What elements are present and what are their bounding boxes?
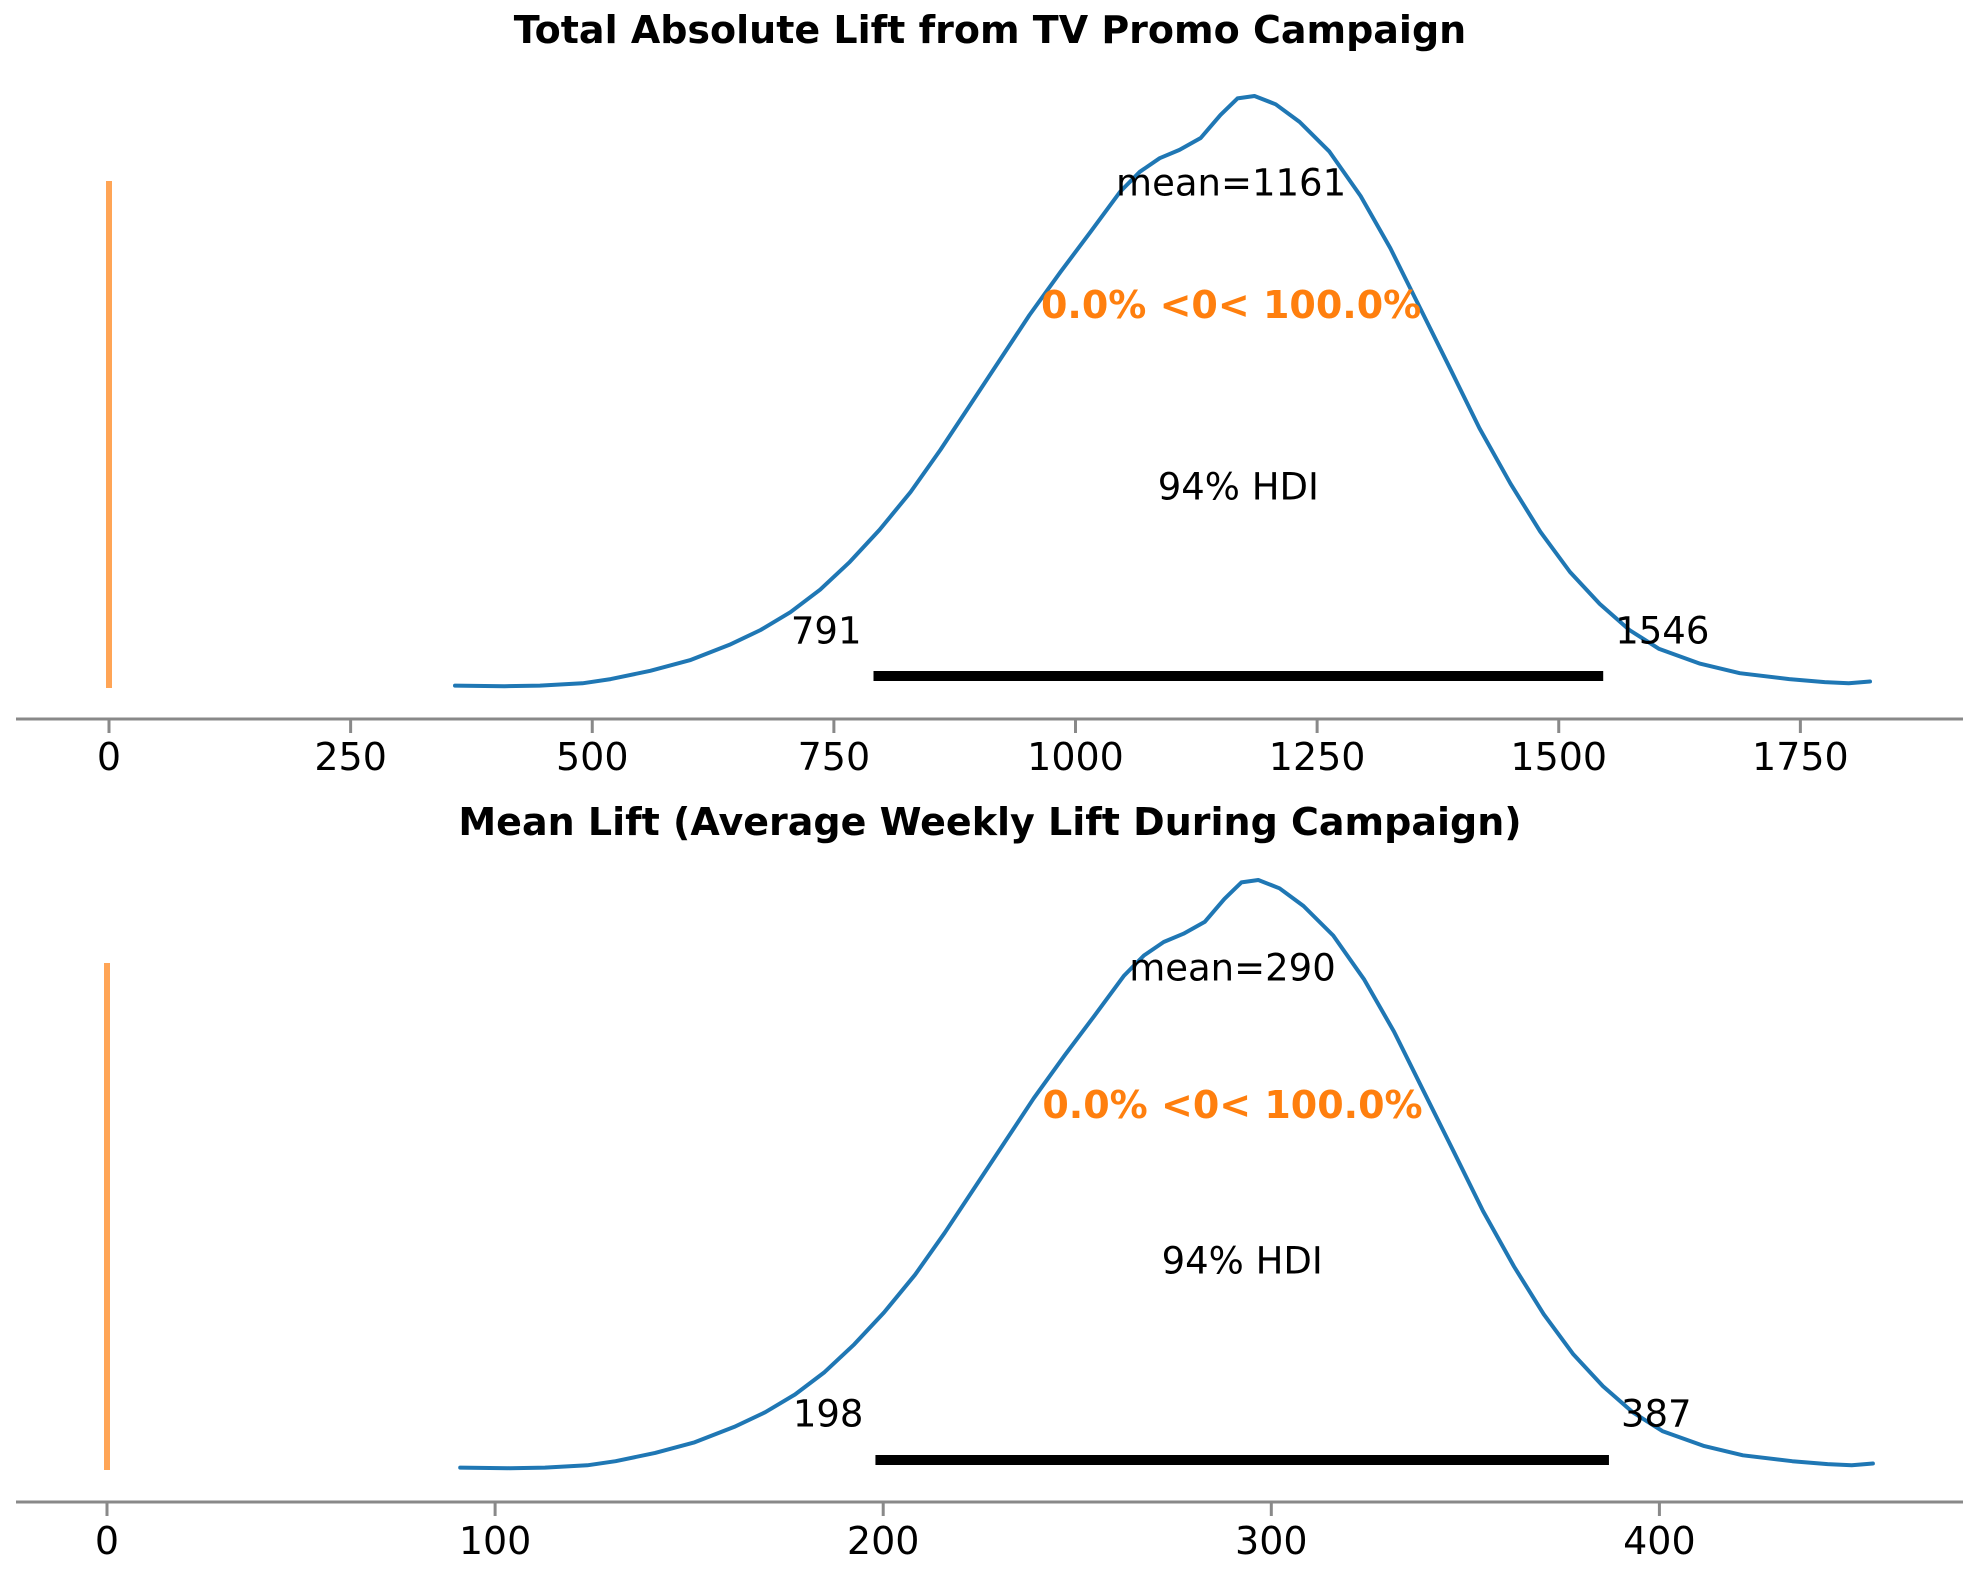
x-tick-label: 1500 xyxy=(1510,735,1608,779)
hdi-lower-value: 791 xyxy=(790,609,862,653)
x-tick-label: 1250 xyxy=(1268,735,1366,779)
x-tick-label: 200 xyxy=(846,1519,920,1563)
x-tick-label: 400 xyxy=(1623,1519,1696,1563)
mean-label: mean=1161 xyxy=(1116,161,1347,205)
hdi-bar xyxy=(873,671,1604,681)
hdi-bar xyxy=(875,1455,1609,1465)
mean-label: mean=290 xyxy=(1129,946,1336,990)
chart-title: Mean Lift (Average Weekly Lift During Ca… xyxy=(458,800,1522,844)
ref-value-label: 0.0% <0< 100.0% xyxy=(1042,1083,1423,1127)
hdi-lower-value: 198 xyxy=(792,1392,864,1436)
x-tick-label: 750 xyxy=(797,735,871,779)
kde-curve xyxy=(458,878,1875,1471)
hdi-upper-value: 387 xyxy=(1620,1392,1692,1436)
hdi-label: 94% HDI xyxy=(1161,1239,1323,1283)
panel-total-absolute-lift xyxy=(16,94,1963,733)
x-ticks xyxy=(107,719,1802,733)
chart-title: Total Absolute Lift from TV Promo Campai… xyxy=(513,8,1467,52)
x-tick-label: 250 xyxy=(314,735,387,779)
x-tick-label: 1750 xyxy=(1752,735,1849,779)
x-tick-label: 500 xyxy=(555,735,629,779)
x-ticks xyxy=(105,1502,1661,1516)
x-tick-label: 300 xyxy=(1235,1519,1308,1563)
hdi-label: 94% HDI xyxy=(1157,465,1319,509)
kde-curve xyxy=(453,94,1872,689)
x-tick-label: 0 xyxy=(96,735,122,779)
x-tick-label: 100 xyxy=(458,1519,532,1563)
x-tick-label: 0 xyxy=(94,1519,120,1563)
panel-mean-lift xyxy=(16,878,1963,1516)
ref-value-label: 0.0% <0< 100.0% xyxy=(1040,283,1422,327)
hdi-upper-value: 1546 xyxy=(1615,609,1710,653)
x-tick-label: 1000 xyxy=(1027,735,1124,779)
